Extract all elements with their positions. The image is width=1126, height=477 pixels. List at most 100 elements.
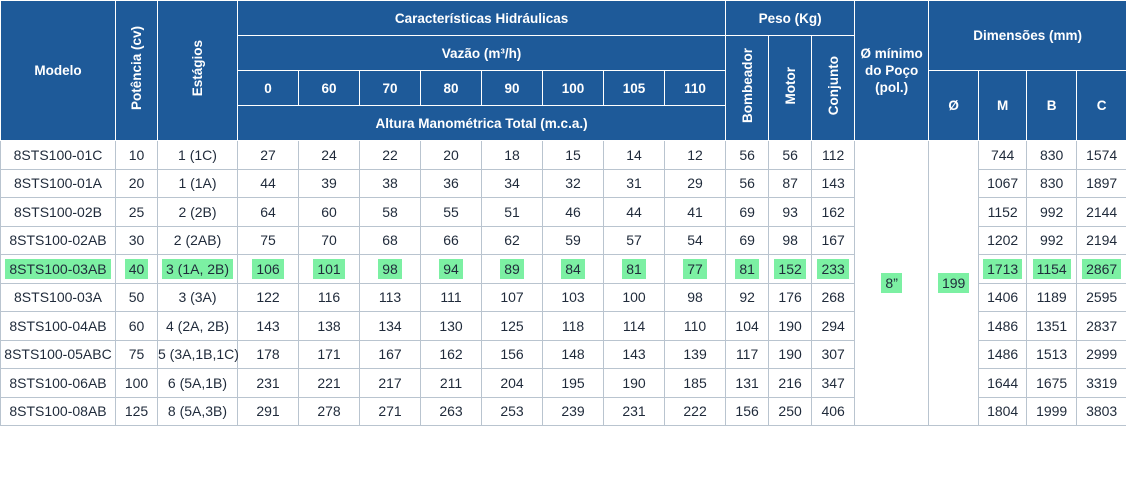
cell-altura: 94 xyxy=(420,254,482,284)
cell-altura: 31 xyxy=(603,168,665,198)
cell-dim-b: 1154 xyxy=(1026,254,1078,284)
cell-estagios: 1 (1C) xyxy=(157,140,238,170)
cell-modelo: 8STS100-02AB xyxy=(0,225,116,255)
cell-altura: 114 xyxy=(603,311,665,341)
cell-altura: 156 xyxy=(481,339,543,369)
header-conjunto: Conjunto xyxy=(811,35,856,141)
table-row: 8STS100-03A 50 3 (3A) 122 116 113 111 107 103 100… xyxy=(0,282,1126,312)
cell-motor: 216 xyxy=(768,368,813,398)
cell-altura: 122 xyxy=(237,282,299,312)
cell-altura: 24 xyxy=(298,140,360,170)
cell-altura: 101 xyxy=(298,254,360,284)
cell-altura: 211 xyxy=(420,368,482,398)
cell-dim-c: 2867 xyxy=(1076,254,1126,284)
cell-conjunto: 294 xyxy=(811,311,856,341)
cell-dim-b: 992 xyxy=(1026,225,1078,255)
header-altura-manometrica: Altura Manométrica Total (m.c.a.) xyxy=(236,105,727,141)
cell-dim-m: 1644 xyxy=(978,368,1028,398)
cell-altura: 57 xyxy=(603,225,665,255)
header-vazao-value: 100 xyxy=(542,70,604,106)
cell-bombeador: 81 xyxy=(725,254,770,284)
table-row: 8STS100-02AB 30 2 (2AB) 75 70 68 66 62 59 57 54 69 9… xyxy=(0,225,1126,255)
cell-altura: 12 xyxy=(663,140,727,170)
cell-dim-m: 1713 xyxy=(978,254,1028,284)
cell-altura: 110 xyxy=(663,311,727,341)
pump-specification-table: Modelo Potência (cv) Estágios Caracterís… xyxy=(0,0,1126,426)
highlight-marker: 81 xyxy=(622,258,646,279)
cell-bombeador: 56 xyxy=(725,140,770,170)
cell-altura: 70 xyxy=(298,225,360,255)
cell-altura: 81 xyxy=(603,254,665,284)
cell-estagios: 5 (3A,1B,1C) xyxy=(157,339,239,369)
cell-minimo-poco: 8” xyxy=(854,140,930,426)
cell-motor: 152 xyxy=(768,254,813,284)
header-minimo-poco: Ø mínimo do Poço (pol.) xyxy=(854,0,930,141)
cell-altura: 39 xyxy=(298,168,360,198)
cell-conjunto: 406 xyxy=(811,396,856,426)
cell-altura: 143 xyxy=(237,311,299,341)
cell-bombeador: 56 xyxy=(725,168,770,198)
header-modelo: Modelo xyxy=(0,0,116,141)
cell-altura: 32 xyxy=(542,168,604,198)
cell-altura: 36 xyxy=(420,168,482,198)
cell-estagios: 1 (1A) xyxy=(157,168,238,198)
cell-potencia: 30 xyxy=(115,225,158,255)
cell-modelo: 8STS100-04AB xyxy=(0,311,116,341)
cell-altura: 291 xyxy=(237,396,299,426)
cell-conjunto: 268 xyxy=(811,282,856,312)
cell-altura: 134 xyxy=(359,311,421,341)
cell-modelo: 8STS100-01A xyxy=(0,168,116,198)
cell-modelo: 8STS100-01C xyxy=(0,140,116,170)
table-row: 8STS100-05ABC 75 5 (3A,1B,1C) 178 171 167 162 1… xyxy=(0,339,1126,369)
table-header: Modelo Potência (cv) Estágios Caracterís… xyxy=(0,0,1126,141)
cell-dim-b: 830 xyxy=(1026,140,1078,170)
header-vazao-value: 80 xyxy=(420,70,482,106)
header-dim-b: B xyxy=(1026,70,1078,141)
header-vazao-value: 110 xyxy=(663,70,727,106)
cell-dim-b: 992 xyxy=(1026,197,1078,227)
cell-dim-m: 1202 xyxy=(978,225,1028,255)
table-row: 8STS100-01C 10 1 (1C) 27 24 22 20 18 15 14 12 56 56 1… xyxy=(0,140,1126,426)
cell-conjunto: 347 xyxy=(811,368,856,398)
cell-altura: 38 xyxy=(359,168,421,198)
cell-estagios: 6 (5A,1B) xyxy=(157,368,238,398)
cell-potencia: 10 xyxy=(115,140,158,170)
cell-modelo: 8STS100-06AB xyxy=(0,368,116,398)
cell-altura: 113 xyxy=(359,282,421,312)
cell-altura: 106 xyxy=(237,254,299,284)
cell-altura: 103 xyxy=(542,282,604,312)
cell-dim-b: 1675 xyxy=(1026,368,1078,398)
cell-altura: 195 xyxy=(542,368,604,398)
cell-altura: 89 xyxy=(481,254,543,284)
cell-altura: 20 xyxy=(420,140,482,170)
cell-altura: 77 xyxy=(663,254,727,284)
header-caracteristicas: Características Hidráulicas xyxy=(236,0,727,36)
header-vazao-value: 60 xyxy=(298,70,360,106)
cell-potencia: 75 xyxy=(115,339,158,369)
table-row: 8STS100-02B 25 2 (2B) 64 60 58 55 51 46 44 41 69 93 1… xyxy=(0,197,1126,227)
cell-diametro: 199 xyxy=(928,140,980,426)
cell-potencia: 25 xyxy=(115,197,158,227)
header-peso: Peso (Kg) xyxy=(725,0,856,36)
cell-modelo: 8STS100-08AB xyxy=(0,396,116,426)
table-row: 8STS100-06AB 100 6 (5A,1B) 231 221 217 211 204 1… xyxy=(0,368,1126,398)
cell-dim-b: 1999 xyxy=(1026,396,1078,426)
cell-motor: 98 xyxy=(768,225,813,255)
cell-dim-b: 830 xyxy=(1026,168,1078,198)
cell-modelo: 8STS100-03A xyxy=(0,282,116,312)
header-diametro: Ø xyxy=(928,70,980,141)
cell-altura: 51 xyxy=(481,197,543,227)
cell-altura: 278 xyxy=(298,396,360,426)
cell-altura: 231 xyxy=(603,396,665,426)
highlight-marker: 152 xyxy=(774,258,806,279)
cell-altura: 59 xyxy=(542,225,604,255)
highlight-marker: 106 xyxy=(252,258,284,279)
cell-altura: 41 xyxy=(663,197,727,227)
header-dim-m: M xyxy=(978,70,1028,141)
cell-altura: 143 xyxy=(603,339,665,369)
header-potencia: Potência (cv) xyxy=(115,0,158,141)
cell-altura: 148 xyxy=(542,339,604,369)
cell-dim-m: 1152 xyxy=(978,197,1028,227)
cell-conjunto: 233 xyxy=(811,254,856,284)
cell-bombeador: 117 xyxy=(725,339,770,369)
